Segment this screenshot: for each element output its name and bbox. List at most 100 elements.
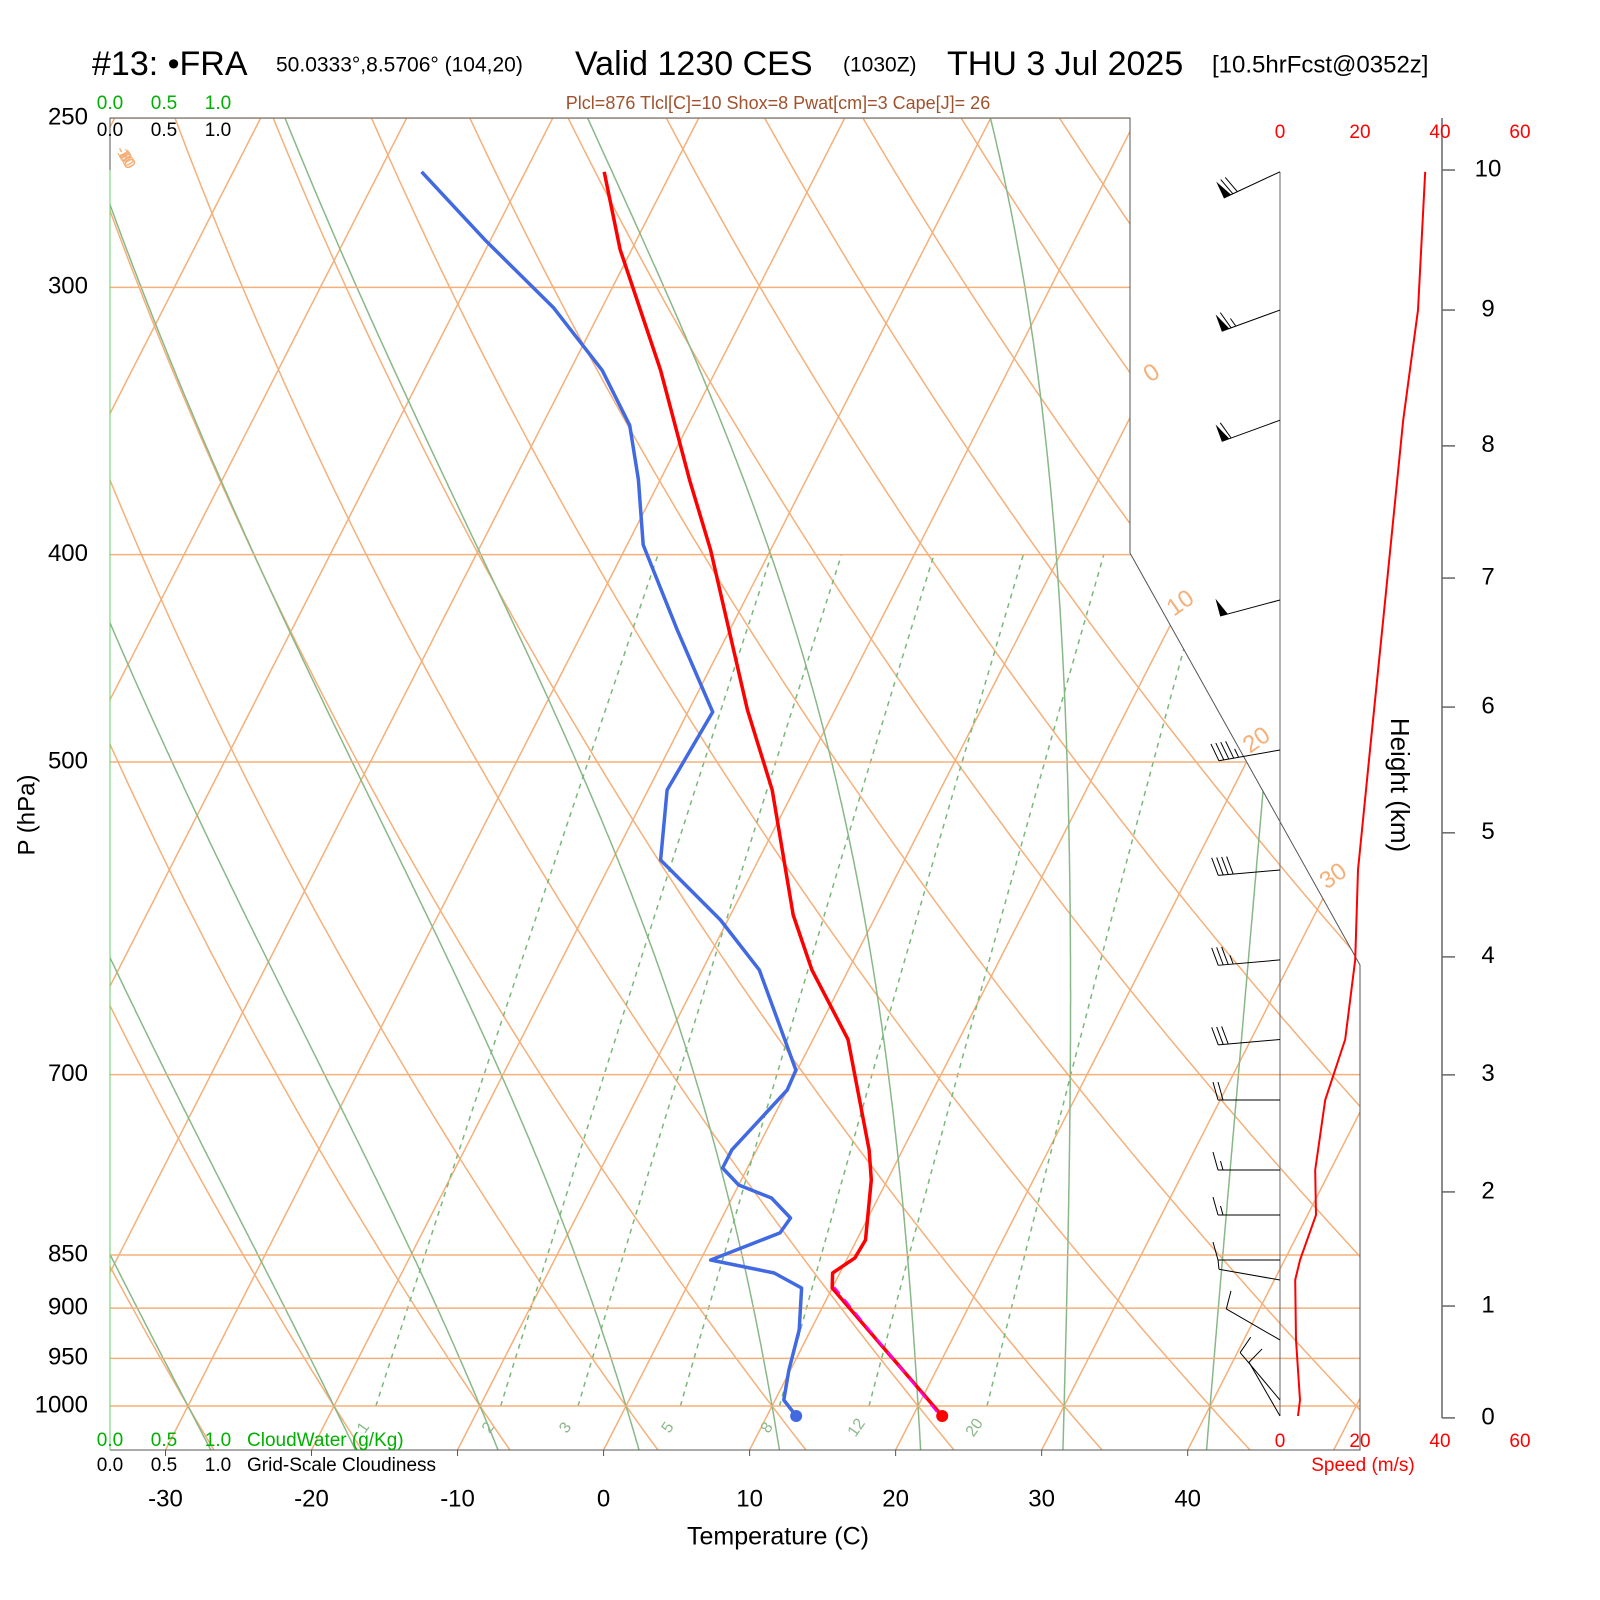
barb-feather	[1211, 857, 1219, 876]
wind-barb	[1212, 1081, 1280, 1101]
dry-adiabat	[469, 118, 1360, 1450]
y-axis-label: P (hPa)	[13, 775, 40, 856]
dewpoint-surface-dot	[790, 1409, 803, 1422]
height-tick-label: 9	[1481, 295, 1494, 322]
date: THU 3 Jul 2025	[947, 45, 1183, 83]
isotherm-label: 30	[1315, 857, 1352, 894]
barb-feather	[1216, 947, 1224, 966]
dry-adiabat	[110, 118, 511, 1450]
moist-adiabat	[110, 118, 500, 1450]
barb-feather	[1216, 857, 1224, 876]
barb-feather	[1210, 743, 1220, 762]
barb-feather	[1220, 741, 1230, 760]
moist-adiabat	[586, 118, 922, 1450]
height-tick-label: 5	[1481, 818, 1494, 845]
cloudwater-label: CloudWater (g/Kg)	[247, 1430, 404, 1451]
y-tick-label: 950	[48, 1344, 88, 1371]
barb-feather	[1239, 1336, 1252, 1353]
barb-feather	[1212, 1151, 1219, 1171]
x-tick-label: -20	[294, 1485, 329, 1512]
y-tick-label: 1000	[35, 1391, 88, 1418]
isotherm	[110, 118, 408, 1450]
height-axis-label: Height (km)	[1385, 718, 1415, 852]
height-tick-label: 3	[1481, 1060, 1494, 1087]
barb-feather	[1219, 312, 1232, 329]
isotherm	[110, 118, 262, 1450]
wind-barb	[1212, 1196, 1280, 1216]
dry-adiabat	[665, 118, 1360, 1450]
wind-barb	[1248, 1348, 1281, 1417]
isotherm	[602, 118, 1284, 1450]
plot-frame	[109, 117, 1361, 1451]
dry-adiabat	[763, 118, 1360, 1450]
dry-adiabat-label: 10	[113, 146, 137, 170]
x-tick-label: 30	[1028, 1485, 1055, 1512]
isotherm-label: 20	[1238, 721, 1275, 758]
barb-pennant	[1216, 181, 1232, 198]
title: #13: •FRA	[92, 45, 248, 83]
barb-staff	[1219, 599, 1281, 617]
mixing-ratio-line	[375, 554, 659, 1407]
barb-staff	[1218, 869, 1281, 876]
wind-barb	[1216, 171, 1281, 199]
dry-adiabat	[110, 118, 807, 1450]
isotherm-label: 10	[1162, 584, 1199, 621]
cloud-tick-label: 0.0	[97, 93, 123, 114]
barb-staff	[1226, 1308, 1281, 1341]
barb-feather	[1216, 1026, 1224, 1045]
y-tick-label: 850	[48, 1240, 88, 1267]
barb-feather	[1217, 1081, 1224, 1101]
barb-feather	[1220, 179, 1234, 195]
barb-feather	[1226, 856, 1234, 875]
barb-half-feather	[1217, 1259, 1220, 1270]
barb-staff	[1221, 309, 1281, 332]
mixing-ratio-label: 2	[479, 1419, 498, 1436]
height-tick-label: 0	[1481, 1403, 1494, 1430]
barb-feather	[1221, 1026, 1229, 1045]
barb-feather	[1211, 947, 1219, 966]
barb-pennant	[1215, 598, 1228, 617]
y-tick-label: 400	[48, 540, 88, 567]
height-tick-label: 6	[1481, 692, 1494, 719]
wind-barb	[1212, 1241, 1280, 1261]
dry-adiabat	[110, 118, 363, 1450]
barb-feather	[1225, 741, 1235, 759]
barb-feather	[1221, 946, 1229, 965]
mixing-ratio-label: 5	[659, 1419, 678, 1436]
temperature-line	[602, 171, 944, 1418]
background-lines	[110, 118, 1600, 1450]
wind-barb	[1215, 309, 1281, 332]
isotherm	[456, 118, 1138, 1450]
y-tick-label: 300	[48, 273, 88, 300]
dry-adiabat	[370, 118, 1251, 1450]
cloud-tick-label: 0.0	[97, 120, 123, 141]
speed-tick-label: 0	[1275, 1431, 1286, 1452]
barb-staff	[1221, 419, 1281, 442]
barb-feather	[1219, 422, 1232, 439]
speed-tick-label: 60	[1509, 1431, 1530, 1452]
barb-feather	[1215, 742, 1225, 761]
height-tick-label: 1	[1481, 1291, 1494, 1318]
barb-half-feather	[1230, 318, 1237, 327]
barb-staff	[1223, 171, 1281, 199]
height-tick-label: 8	[1481, 431, 1494, 458]
dry-adiabat	[567, 118, 1360, 1450]
x-tick-label: 20	[882, 1485, 909, 1512]
y-tick-label: 500	[48, 747, 88, 774]
speed-tick-label: 60	[1509, 122, 1530, 143]
isotherm	[310, 118, 992, 1450]
barb-half-feather	[1220, 1160, 1224, 1171]
x-tick-label: 0	[597, 1485, 610, 1512]
valid-time: Valid 1230 CES	[575, 45, 813, 83]
isotherm-label: 0	[1138, 358, 1164, 388]
valid-utc: (1030Z)	[843, 54, 917, 77]
barb-staff	[1218, 1038, 1281, 1046]
x-tick-label: -30	[148, 1485, 183, 1512]
speed-tick-label: 20	[1349, 1431, 1370, 1452]
dry-adiabat	[174, 118, 955, 1450]
moist-adiabat	[110, 118, 641, 1450]
speed-tick-label: 20	[1349, 122, 1370, 143]
isotherm	[1480, 118, 1600, 1450]
wind-barb	[1212, 1151, 1280, 1171]
